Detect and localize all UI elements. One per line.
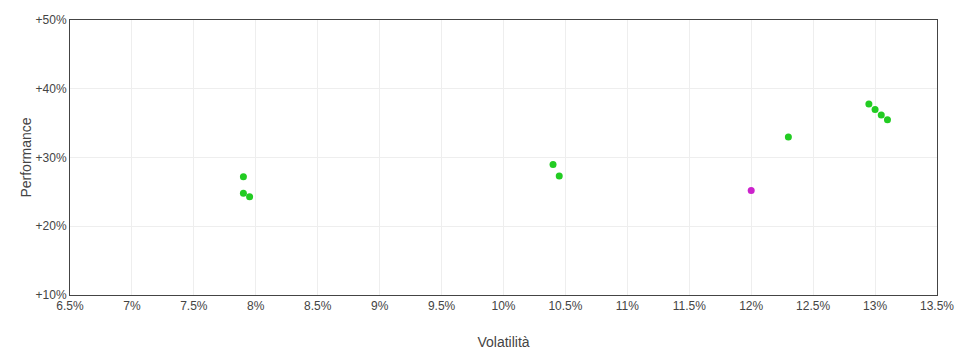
svg-text:+40%: +40% [36,82,67,96]
svg-text:11%: 11% [616,299,639,313]
svg-text:6.5%: 6.5% [56,299,84,313]
svg-text:7.5%: 7.5% [180,299,208,313]
svg-text:8%: 8% [247,299,265,313]
svg-text:+10%: +10% [36,288,67,302]
svg-text:12.5%: 12.5% [796,299,830,313]
svg-text:12%: 12% [739,299,763,313]
svg-text:Performance: Performance [18,117,34,197]
svg-text:13%: 13% [863,299,887,313]
svg-text:9%: 9% [371,299,389,313]
svg-text:11.5%: 11.5% [673,299,706,313]
svg-text:10%: 10% [491,299,515,313]
svg-text:Volatilità: Volatilità [477,334,529,350]
svg-text:13.5%: 13.5% [920,299,954,313]
svg-text:+50%: +50% [36,13,67,27]
svg-text:7%: 7% [123,299,141,313]
svg-text:+30%: +30% [36,151,67,165]
svg-text:10.5%: 10.5% [548,299,582,313]
svg-text:9.5%: 9.5% [428,299,456,313]
svg-text:8.5%: 8.5% [304,299,332,313]
svg-text:+20%: +20% [36,219,67,233]
